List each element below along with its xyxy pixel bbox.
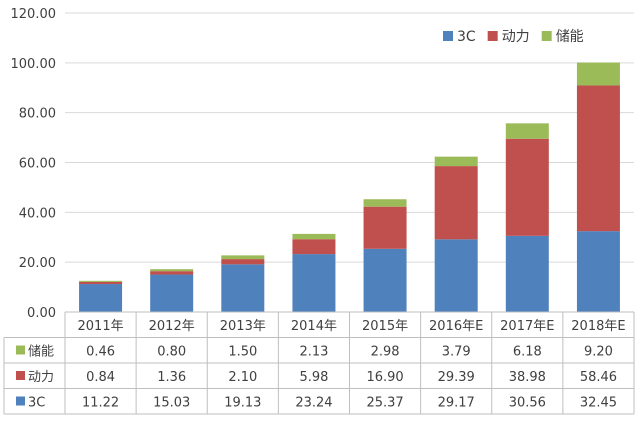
y-tick-label: 100.00 [11,57,57,72]
bar-segment [79,284,123,312]
table-legend-key [16,371,25,380]
table-cell: 23.24 [295,396,332,411]
table-cell: 29.17 [438,396,475,411]
y-tick-label: 60.00 [19,157,56,172]
y-tick-label: 40.00 [19,206,56,221]
bar-segment [363,199,407,207]
table-cell: 19.13 [224,396,261,411]
bar-segment [576,62,620,86]
data-table: 2011年 2012年 2013年 2014年 2015年 2016年E 2017年E 201… [3,311,635,415]
category-label: 2017年E [500,319,554,334]
bar-segment [292,239,336,255]
table-cell: 5.98 [299,370,328,385]
bar-segment [576,85,620,232]
legend-swatch [541,31,552,41]
table-cell: 1.50 [228,345,257,360]
table-cell: 0.46 [86,345,115,360]
bar-segment [292,254,336,312]
y-tick-label: 120.00 [11,7,57,22]
table-cell: 32.45 [580,396,617,411]
category-label: 2012年 [149,319,195,334]
bar-segment [505,235,549,312]
table-row-label: 动力 [28,370,54,385]
bars [79,62,620,312]
table-cell: 6.18 [513,345,542,360]
bar-segment [434,156,478,167]
category-label: 2018年E [571,319,625,334]
bar-segment [505,123,549,139]
table-cell: 1.36 [157,370,186,385]
table-cell: 9.20 [584,345,613,360]
y-tick-label: 20.00 [19,256,56,271]
bar-segment [363,248,407,312]
category-label: 2015年 [362,319,408,334]
bar-segment [221,259,265,265]
table-cell: 2.10 [228,370,257,385]
table-cell: 15.03 [153,396,190,411]
table-cell: 11.22 [82,396,119,411]
bar-segment [505,138,549,236]
table-row-label: 3C [28,396,45,411]
category-label: 2013年 [220,319,266,334]
legend-label: 动力 [502,29,530,45]
table-cell: 30.56 [509,396,546,411]
category-label: 2011年 [78,319,124,334]
table-cell: 0.80 [157,345,186,360]
table-legend-key [16,396,25,406]
legend-label: 储能 [556,29,584,45]
y-tick-label: 80.00 [19,107,56,122]
legend-swatch [487,31,498,41]
table-cell: 2.13 [299,345,328,360]
bar-segment [150,271,194,275]
bar-segment [150,274,194,312]
table-cell: 16.90 [366,370,403,385]
bar-segment [292,233,336,240]
bar-segment [576,231,620,312]
table-row-label: 储能 [28,345,54,360]
table-cell: 3.79 [442,345,471,360]
bar-segment [363,206,407,249]
category-label: 2016年E [429,319,483,334]
bar-segment [221,255,265,260]
bar-segment [434,239,478,312]
category-label: 2014年 [291,319,337,334]
legend-label: 3C [457,29,476,45]
table-cell: 0.84 [86,370,115,385]
table-legend-key [16,345,25,355]
table-cell: 25.37 [366,396,403,411]
bar-segment [79,280,123,282]
bar-segment [221,264,265,312]
legend: 3C 动力 储能 [443,29,584,45]
bar-segment [79,281,123,285]
table-cell: 38.98 [509,370,546,385]
bar-segment [150,269,194,272]
table-cell: 29.39 [438,370,475,385]
y-axis: 0.00 20.00 40.00 60.00 80.00 100.00 120.00 [11,7,57,321]
legend-swatch [443,31,453,41]
table-cell: 2.98 [371,345,400,360]
bar-segment [434,166,478,240]
y-tick-label: 0.00 [27,306,56,321]
table-cell: 58.46 [580,370,617,385]
